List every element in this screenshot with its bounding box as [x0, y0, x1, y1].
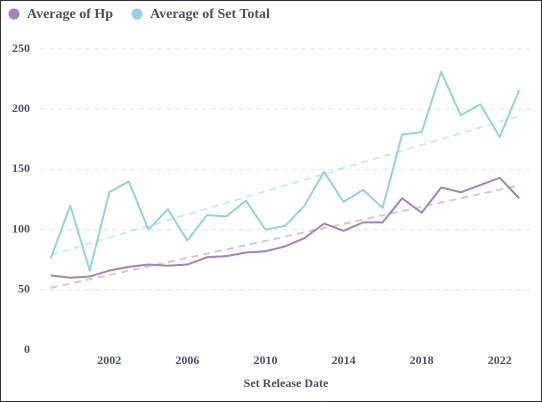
- x-tick-label: 2022: [488, 353, 512, 367]
- x-axis-label: Set Release Date: [244, 376, 329, 390]
- y-tick-label: 50: [18, 282, 30, 296]
- legend-marker: [131, 8, 143, 20]
- series-line: [50, 176, 520, 279]
- y-tick-label: 200: [12, 101, 30, 115]
- y-tick-label: 150: [12, 161, 30, 175]
- y-tick-label: 100: [12, 221, 30, 235]
- x-tick-label: 2014: [332, 353, 356, 367]
- y-tick-label: 0: [24, 342, 30, 356]
- trend-line: [50, 115, 520, 256]
- x-tick-label: 2002: [97, 353, 121, 367]
- legend-label: Average of Set Total: [150, 7, 270, 22]
- legend-marker: [8, 8, 20, 20]
- x-tick-label: 2018: [410, 353, 434, 367]
- legend-label: Average of Hp: [27, 7, 113, 22]
- y-tick-label: 250: [12, 41, 30, 55]
- series-line: [49, 70, 521, 272]
- x-tick-label: 2006: [175, 353, 199, 367]
- x-tick-label: 2010: [253, 353, 277, 367]
- trend-line: [50, 184, 520, 289]
